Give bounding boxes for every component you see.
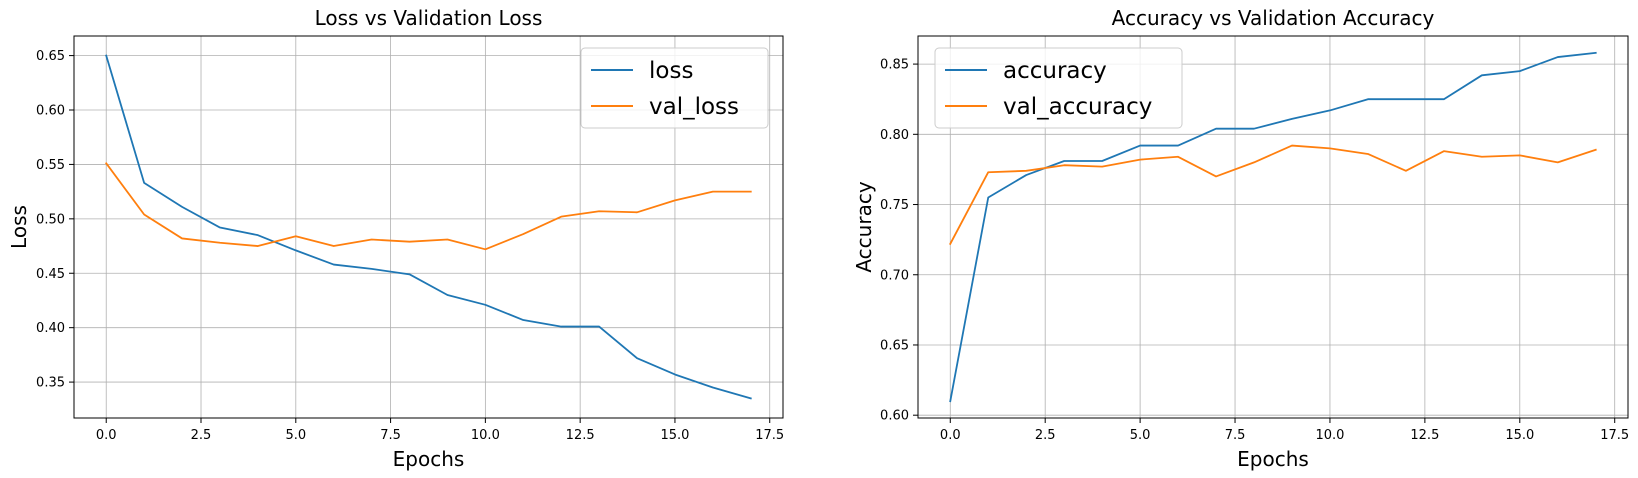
loss-x-tick-label: 5.0 <box>285 428 306 443</box>
accuracy-x-tick-label: 0.0 <box>940 428 961 443</box>
accuracy-x-tick-label: 15.0 <box>1505 428 1534 443</box>
loss-y-axis-label: Loss <box>7 205 31 249</box>
accuracy-y-tick-label: 0.80 <box>880 128 909 143</box>
accuracy-legend-label-val_accuracy: val_accuracy <box>1003 94 1152 120</box>
loss-x-tick-label: 2.5 <box>191 428 212 443</box>
accuracy-y-tick-label: 0.60 <box>880 409 909 424</box>
loss-axes-frame <box>73 35 784 419</box>
loss-series-line-val_loss <box>104 162 752 251</box>
loss-legend-label-loss: loss <box>649 58 693 84</box>
accuracy-x-tick-label: 5.0 <box>1130 428 1151 443</box>
accuracy-legend-label-accuracy: accuracy <box>1003 58 1107 84</box>
loss-y-tick-label: 0.35 <box>36 376 65 391</box>
loss-y-tick-label: 0.55 <box>36 158 65 173</box>
accuracy-x-tick-label: 10.0 <box>1315 428 1344 443</box>
accuracy-series-line-accuracy <box>949 51 1597 403</box>
loss-x-tick-label: 7.5 <box>380 428 401 443</box>
accuracy-y-axis-label: Accuracy <box>852 181 876 272</box>
accuracy-x-tick-label: 12.5 <box>1410 428 1439 443</box>
loss-x-tick-label: 17.5 <box>755 428 784 443</box>
loss-y-tick-label: 0.60 <box>36 104 65 119</box>
accuracy-x-tick-label: 17.5 <box>1600 428 1629 443</box>
accuracy-y-tick-label: 0.70 <box>880 268 909 283</box>
accuracy-x-tick-label: 7.5 <box>1225 428 1246 443</box>
loss-legend-label-val_loss: val_loss <box>649 94 739 120</box>
accuracy-x-axis-label: Epochs <box>1237 447 1309 471</box>
accuracy-axes-frame <box>917 35 1629 419</box>
loss-y-tick-label: 0.45 <box>36 267 65 282</box>
loss-legend <box>580 47 769 129</box>
loss-series-line-loss <box>105 54 752 400</box>
accuracy-y-tick-label: 0.75 <box>880 198 909 213</box>
accuracy-chart: 0.0 2.5 5.0 7.5 10.0 12.5 15.0 17.5 0.60 0.65 0.70… <box>852 6 1629 471</box>
loss-x-tick-label: 15.0 <box>660 428 689 443</box>
loss-y-tick-label: 0.40 <box>36 321 65 336</box>
loss-y-tick-label: 0.65 <box>36 49 65 64</box>
accuracy-chart-title: Accuracy vs Validation Accuracy <box>1112 6 1435 30</box>
accuracy-x-tick-label: 2.5 <box>1035 428 1056 443</box>
accuracy-series-line-val_accuracy <box>949 144 1597 246</box>
loss-chart-title: Loss vs Validation Loss <box>315 6 543 30</box>
loss-y-tick-label: 0.50 <box>36 212 65 227</box>
accuracy-y-tick-label: 0.65 <box>880 338 909 353</box>
loss-x-tick-label: 0.0 <box>96 428 117 443</box>
loss-x-tick-label: 12.5 <box>566 428 595 443</box>
loss-x-tick-label: 10.0 <box>471 428 500 443</box>
loss-x-axis-label: Epochs <box>393 447 465 471</box>
accuracy-y-tick-label: 0.85 <box>880 58 909 73</box>
loss-chart: 0.0 2.5 5.0 7.5 10.0 12.5 15.0 17.5 0.35 0.40 0.45… <box>7 6 784 471</box>
accuracy-legend <box>934 47 1183 129</box>
